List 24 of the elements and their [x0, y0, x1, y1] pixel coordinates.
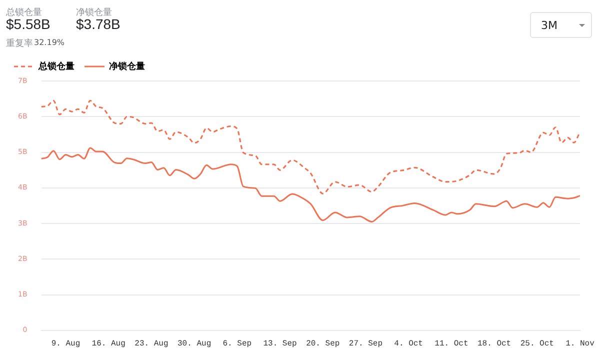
legend-label: 总锁仓量	[38, 60, 74, 72]
x-tick-label: 11. Oct	[434, 339, 468, 348]
x-tick-label: 13. Sep	[263, 339, 298, 348]
x-tick-label: 23. Aug	[134, 339, 168, 348]
x-tick-label: 9. Aug	[51, 339, 80, 348]
text: $5.58B	[6, 16, 50, 32]
x-tick-label: 27. Sep	[348, 339, 383, 348]
x-tick-label: 25. Oct	[520, 339, 554, 348]
text: 重复率	[6, 38, 33, 50]
x-tick-label: 20. Sep	[306, 339, 340, 348]
line-series	[41, 147, 580, 222]
text: 32.19%	[34, 38, 65, 47]
text: 净锁仓量	[76, 6, 112, 18]
text: $3.78B	[76, 16, 120, 32]
x-tick-label: 18. Oct	[477, 339, 512, 348]
legend-label: 净锁仓量	[109, 60, 145, 72]
text: 3M	[541, 19, 558, 32]
x-tick-label: 30. Aug	[178, 339, 212, 348]
line-series	[41, 100, 580, 194]
x-tick-label: 6. Sep	[222, 339, 252, 348]
x-tick-label: 4. Oct	[394, 339, 423, 348]
x-tick-label: 16. Aug	[92, 339, 126, 348]
x-tick-label: 1. Nov	[566, 339, 595, 348]
text: 总锁仓量	[6, 6, 42, 18]
